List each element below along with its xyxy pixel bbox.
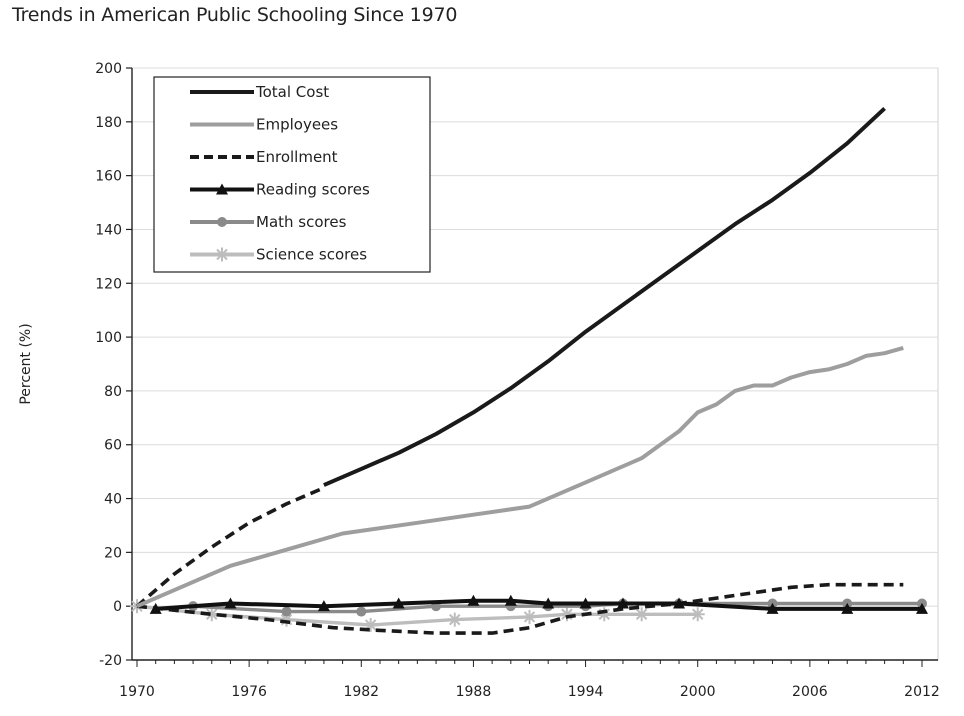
reading-score-point	[224, 597, 237, 609]
math-score-point	[356, 606, 367, 617]
legend-item-total-cost: Total Cost	[190, 83, 329, 101]
chart-title: Trends in American Public Schooling Sinc…	[12, 4, 458, 26]
total-cost-line	[323, 106, 886, 487]
reading-score-point	[579, 597, 592, 609]
y-tick-label: 140	[95, 222, 122, 238]
legend-item-reading-scores: Reading scores	[190, 181, 370, 199]
enrollment-line	[135, 486, 325, 608]
science-score-point	[690, 607, 705, 622]
reading-score-point	[542, 597, 555, 609]
y-tick-label: 60	[104, 438, 122, 454]
reading-score-point	[392, 597, 405, 609]
legend-item-math-scores: Math scores	[190, 213, 347, 231]
employees-line	[136, 345, 904, 609]
y-tick-label: -20	[99, 653, 122, 669]
employees-series	[136, 345, 904, 609]
x-tick-label: 1970	[119, 684, 155, 700]
y-tick-label: 0	[113, 599, 122, 615]
science-score-point	[215, 247, 229, 262]
legend-item-employees: Employees	[190, 116, 338, 134]
x-tick-label: 1982	[343, 684, 379, 700]
reading-score-point	[504, 594, 517, 606]
science-score-point	[522, 609, 537, 624]
legend-item-science-scores: Science scores	[190, 246, 367, 264]
legend-box	[153, 76, 431, 273]
legend-label: Science scores	[256, 246, 367, 264]
reading-score-point	[766, 602, 779, 614]
reading-score-point	[216, 183, 228, 195]
math-score-point	[281, 606, 292, 617]
y-tick-label: 200	[95, 61, 122, 77]
y-tick-label: 160	[95, 169, 122, 185]
y-tick-label: 120	[95, 276, 122, 292]
legend: Total Cost Employees Enrollment Reading sco…	[153, 76, 431, 273]
legend-label: Employees	[256, 116, 338, 134]
legend-label: Math scores	[256, 213, 347, 231]
reading-score-point	[149, 602, 162, 614]
legend-item-enrollment: Enrollment	[190, 148, 338, 166]
legend-label: Enrollment	[256, 148, 338, 166]
series-lines	[130, 106, 928, 635]
reading-score-point	[673, 597, 686, 609]
science-score-point	[559, 607, 574, 622]
enrollment-series	[135, 486, 904, 635]
y-tick-label: 180	[95, 115, 122, 131]
legend-label: Total Cost	[255, 83, 329, 101]
y-tick-label: 80	[104, 384, 122, 400]
science-score-point	[597, 607, 612, 622]
reading-score-point	[616, 597, 629, 609]
x-tick-label: 2000	[680, 684, 716, 700]
x-tick-label: 2006	[792, 684, 828, 700]
reading-score-point	[467, 594, 480, 606]
science-score-point	[447, 612, 462, 627]
x-tick-label: 1994	[568, 684, 604, 700]
y-tick-label: 100	[95, 330, 122, 346]
x-tick-label: 2012	[904, 684, 940, 700]
legend-label: Reading scores	[256, 181, 370, 199]
reading-score-point	[916, 602, 928, 614]
reading-scores-series	[149, 594, 928, 614]
x-tick-label: 1988	[456, 684, 492, 700]
reading-score-point	[317, 600, 330, 612]
x-tick-label: 1976	[231, 684, 267, 700]
enrollment-line	[136, 582, 904, 635]
y-tick-label: 20	[104, 545, 122, 561]
gridlines	[132, 67, 938, 661]
y-axis-label: Percent (%)	[18, 323, 34, 404]
math-scores-line	[193, 601, 922, 614]
total-cost-series	[323, 106, 886, 487]
science-score-point	[634, 607, 649, 622]
math-score-point	[217, 217, 227, 227]
axes: -20 0 20 40 60 80 100 120 140 160 180 200 1970 1976 19…	[95, 61, 940, 700]
reading-score-point	[841, 602, 854, 614]
y-tick-label: 40	[104, 492, 122, 508]
